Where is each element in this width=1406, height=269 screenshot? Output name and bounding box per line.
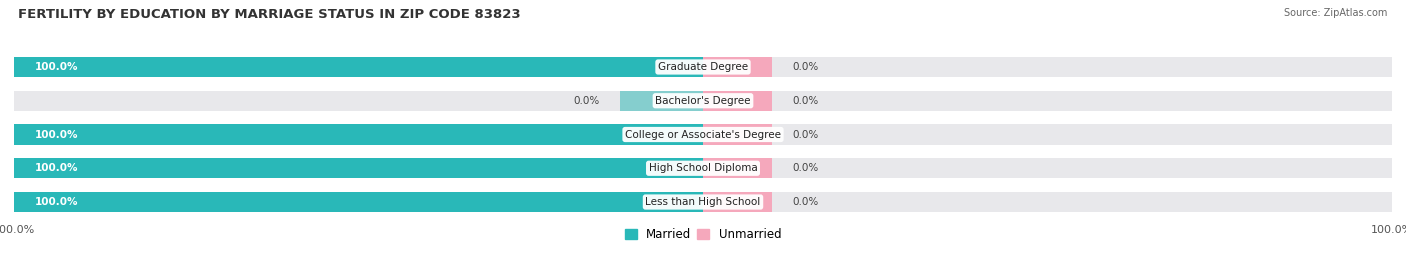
Text: 0.0%: 0.0% <box>574 96 599 106</box>
Text: 0.0%: 0.0% <box>793 96 818 106</box>
Text: Graduate Degree: Graduate Degree <box>658 62 748 72</box>
Bar <box>14 192 703 212</box>
Text: Source: ZipAtlas.com: Source: ZipAtlas.com <box>1284 8 1388 18</box>
Bar <box>14 158 703 178</box>
Text: College or Associate's Degree: College or Associate's Degree <box>626 129 780 140</box>
Bar <box>14 124 1392 145</box>
Text: 100.0%: 100.0% <box>35 163 79 173</box>
Bar <box>620 91 703 111</box>
Bar <box>703 124 772 145</box>
Text: Bachelor's Degree: Bachelor's Degree <box>655 96 751 106</box>
Text: 100.0%: 100.0% <box>35 129 79 140</box>
Legend: Married, Unmarried: Married, Unmarried <box>620 223 786 246</box>
Text: 100.0%: 100.0% <box>35 197 79 207</box>
Text: 0.0%: 0.0% <box>793 197 818 207</box>
Bar <box>703 192 772 212</box>
Bar <box>14 158 1392 178</box>
Bar <box>14 91 1392 111</box>
Bar <box>14 192 1392 212</box>
Bar <box>14 57 703 77</box>
Text: Less than High School: Less than High School <box>645 197 761 207</box>
Bar <box>14 57 1392 77</box>
Text: 100.0%: 100.0% <box>35 62 79 72</box>
Bar <box>703 158 772 178</box>
Text: 0.0%: 0.0% <box>793 62 818 72</box>
Text: 0.0%: 0.0% <box>793 129 818 140</box>
Text: FERTILITY BY EDUCATION BY MARRIAGE STATUS IN ZIP CODE 83823: FERTILITY BY EDUCATION BY MARRIAGE STATU… <box>18 8 520 21</box>
Text: 0.0%: 0.0% <box>793 163 818 173</box>
Bar <box>14 124 703 145</box>
Bar <box>703 91 772 111</box>
Text: High School Diploma: High School Diploma <box>648 163 758 173</box>
Bar <box>703 57 772 77</box>
